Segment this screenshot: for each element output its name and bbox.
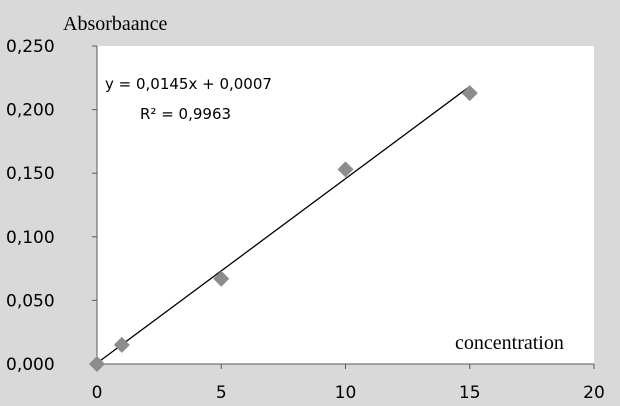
y-tick-label: 0,200 bbox=[6, 101, 55, 121]
x-tick-label: 0 bbox=[92, 383, 103, 403]
trendline bbox=[96, 85, 471, 364]
y-axis-ticks: 0,000 0,050 0,100 0,150 0,200 0,250 bbox=[6, 37, 97, 375]
y-tick-label: 0,000 bbox=[6, 355, 55, 375]
data-point bbox=[113, 336, 130, 353]
data-point bbox=[461, 85, 478, 102]
x-tick-label: 15 bbox=[459, 383, 481, 403]
data-points bbox=[89, 85, 478, 372]
x-tick-label: 5 bbox=[216, 383, 227, 403]
y-axis-label: Absorbaance bbox=[63, 13, 168, 35]
y-tick-label: 0,250 bbox=[6, 37, 55, 57]
x-tick-label: 10 bbox=[335, 383, 357, 403]
y-tick-label: 0,100 bbox=[6, 228, 55, 248]
y-tick-label: 0,150 bbox=[6, 164, 55, 184]
data-point bbox=[89, 356, 105, 372]
data-point bbox=[213, 270, 230, 287]
plot-area bbox=[97, 46, 594, 364]
x-axis-label: concentration bbox=[455, 332, 564, 354]
r-squared-label: R² = 0,9963 bbox=[140, 105, 231, 123]
data-point bbox=[337, 161, 354, 178]
trendline-equation: y = 0,0145x + 0,0007 bbox=[105, 75, 272, 93]
y-tick-label: 0,050 bbox=[6, 291, 55, 311]
x-tick-label: 20 bbox=[583, 383, 605, 403]
x-axis-ticks: 0 5 10 15 20 bbox=[92, 364, 605, 403]
